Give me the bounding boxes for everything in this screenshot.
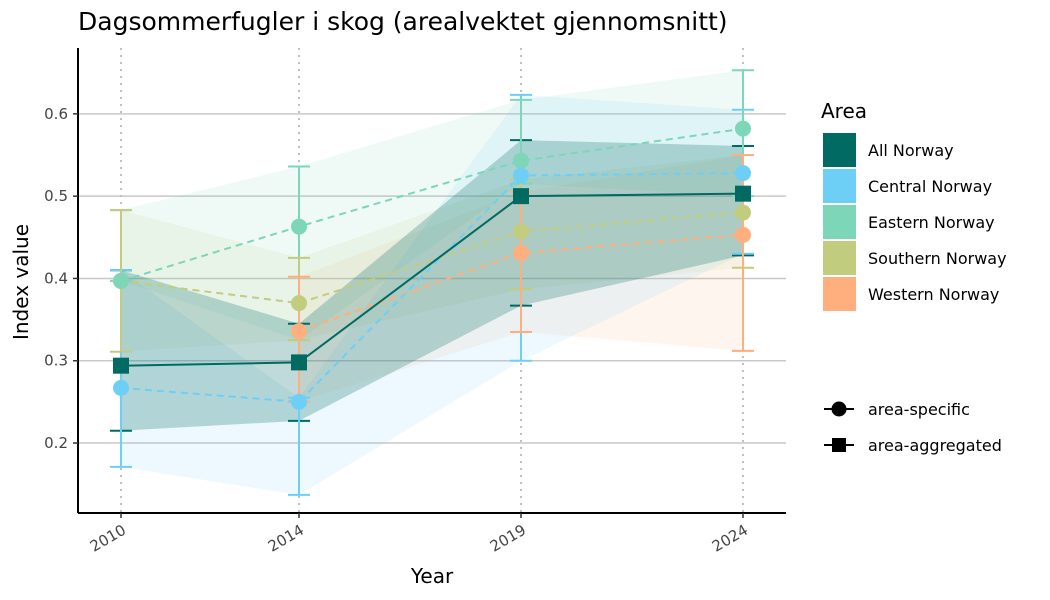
y-tick-label: 0.2 <box>44 434 68 452</box>
series-lines <box>120 127 744 403</box>
confidence-ribbons <box>121 70 743 495</box>
ribbon-southern-norway <box>121 154 743 352</box>
shape-legend-label: area-specific <box>868 400 970 419</box>
point-eastern-norway <box>735 120 751 137</box>
legend-swatch <box>823 241 856 275</box>
ribbon-eastern-norway <box>121 70 743 341</box>
legend-swatch <box>823 169 856 203</box>
y-tick-label: 0.6 <box>44 105 68 123</box>
x-tick-label: 2019 <box>487 521 529 556</box>
x-tick-label: 2024 <box>709 521 751 556</box>
point-western-norway <box>291 323 307 340</box>
point-western-norway <box>735 226 751 243</box>
point-eastern-norway <box>113 272 129 289</box>
point-all-norway <box>513 188 529 205</box>
y-tick-label: 0.3 <box>44 352 68 370</box>
legend: Area All Norway Central Norway Eastern Nor… <box>821 99 1007 455</box>
y-tick-label: 0.4 <box>44 269 68 287</box>
ribbon-all-norway <box>121 140 743 431</box>
point-southern-norway <box>291 295 307 312</box>
legend-label: Eastern Norway <box>868 213 995 232</box>
legend-title: Area <box>821 99 867 123</box>
x-tick-label: 2014 <box>265 521 307 556</box>
x-axis-title: Year <box>410 564 454 588</box>
legend-label: Central Norway <box>868 177 992 196</box>
series-line-southern-norway <box>120 211 744 305</box>
series-line-eastern-norway <box>120 127 744 282</box>
point-southern-norway <box>513 223 529 240</box>
legend-swatch <box>823 205 856 239</box>
x-tick-label: 2010 <box>87 521 129 556</box>
y-tick-label: 0.5 <box>44 187 68 205</box>
series-line-western-norway <box>298 233 744 333</box>
legend-label: Southern Norway <box>868 249 1007 268</box>
point-southern-norway <box>735 204 751 221</box>
point-eastern-norway <box>513 152 529 169</box>
point-central-norway <box>291 393 307 410</box>
chart-title: Dagsommerfugler i skog (arealvektet gjen… <box>78 7 728 36</box>
shape-legend-square <box>832 438 846 452</box>
shape-legend-label: area-aggregated <box>868 436 1002 455</box>
point-all-norway <box>735 185 751 202</box>
legend-swatch <box>823 277 856 311</box>
legend-label: All Norway <box>868 141 954 160</box>
series-line-all-norway <box>120 192 744 367</box>
legend-swatch <box>823 133 856 167</box>
y-axis-title: Index value <box>9 224 33 340</box>
series-line-central-norway <box>120 172 744 403</box>
legend-label: Western Norway <box>868 285 999 304</box>
point-all-norway <box>113 357 129 374</box>
shape-legend-circle <box>831 401 847 417</box>
data-points <box>113 120 751 410</box>
point-central-norway <box>735 165 751 182</box>
point-eastern-norway <box>291 218 307 235</box>
point-all-norway <box>291 354 307 371</box>
point-central-norway <box>113 379 129 396</box>
point-western-norway <box>513 244 529 261</box>
point-central-norway <box>513 167 529 184</box>
